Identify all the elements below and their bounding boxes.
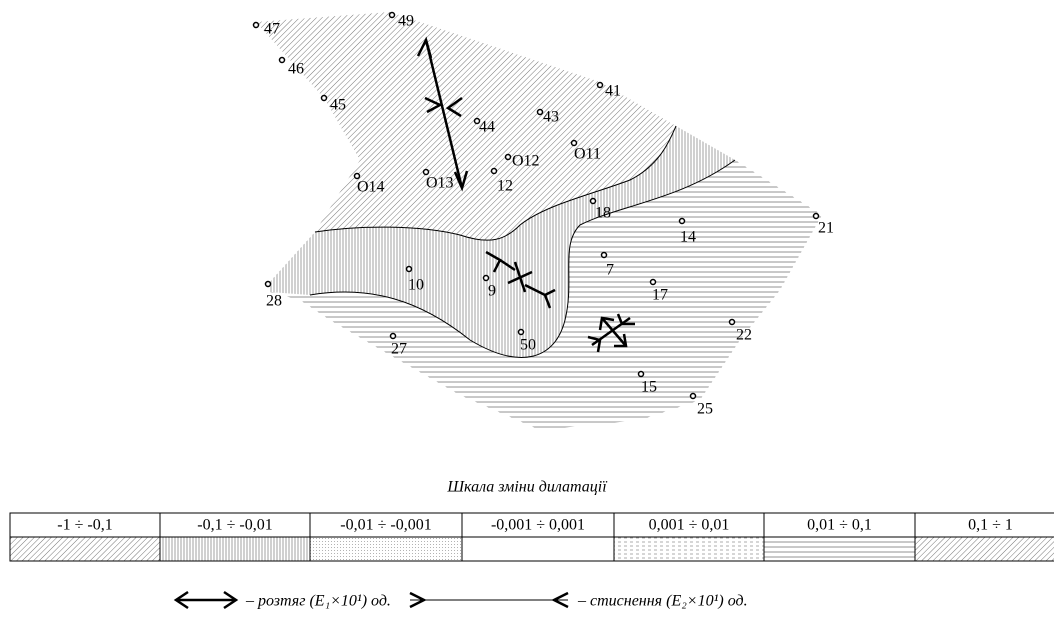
point	[405, 265, 413, 273]
point-label: 14	[680, 229, 696, 246]
scale-range: -1 ÷ -0,1	[57, 517, 112, 534]
scale-range: 0,001 ÷ 0,01	[649, 517, 730, 534]
zone-vertical	[268, 126, 735, 358]
point-label: O14	[357, 179, 385, 196]
point	[536, 108, 544, 116]
point-label: 41	[605, 83, 621, 100]
point-label: 15	[641, 379, 657, 396]
point-label: 28	[266, 293, 282, 310]
scale-range: 0,01 ÷ 0,1	[807, 517, 872, 534]
scale-range: -0,01 ÷ -0,001	[340, 517, 431, 534]
point	[482, 274, 490, 282]
point-label: 27	[391, 341, 407, 358]
point	[504, 153, 512, 161]
scale-cell	[914, 512, 1054, 538]
scale-swatch	[763, 536, 916, 562]
point-label: 45	[330, 97, 346, 114]
point-label: 50	[520, 337, 536, 354]
point-label: 43	[543, 109, 559, 126]
point-label: 9	[488, 283, 496, 300]
point	[264, 280, 272, 288]
point-label: 18	[595, 205, 611, 222]
point	[600, 251, 608, 259]
scale-swatch	[613, 536, 765, 562]
point	[473, 117, 481, 125]
point	[252, 21, 260, 29]
point	[637, 370, 645, 378]
point-label: 10	[408, 277, 424, 294]
point	[517, 328, 525, 336]
point-label: 47	[264, 21, 280, 38]
boundary	[314, 125, 677, 241]
point	[649, 278, 657, 286]
point-label: 25	[697, 401, 713, 418]
legend-symbols	[173, 590, 569, 610]
scale-cell	[159, 512, 311, 538]
point-label: 21	[818, 220, 834, 237]
zone-horizontal	[270, 160, 822, 430]
point	[320, 94, 328, 102]
point-label: 7	[606, 262, 614, 279]
scale-swatch	[461, 536, 615, 562]
scale-cell	[613, 512, 765, 538]
point-label: 46	[288, 61, 304, 78]
scale-swatch	[159, 536, 311, 562]
point	[678, 217, 686, 225]
point	[278, 56, 286, 64]
point	[422, 168, 430, 176]
point	[570, 139, 578, 147]
strain-symbols	[416, 36, 635, 353]
point	[490, 167, 498, 175]
point	[388, 11, 396, 19]
scale-swatch	[914, 536, 1054, 562]
boundary	[309, 159, 736, 358]
point-label: O11	[574, 146, 601, 163]
point-label: 22	[736, 327, 752, 344]
point	[728, 318, 736, 326]
scale-range: 0,1 ÷ 1	[968, 517, 1013, 534]
scale-swatch	[309, 536, 463, 562]
point-label: 17	[652, 287, 668, 304]
point	[812, 212, 820, 220]
point	[353, 172, 361, 180]
point-label: 12	[497, 178, 513, 195]
point	[596, 81, 604, 89]
point	[589, 197, 597, 205]
point	[389, 332, 397, 340]
legend-tension: – розтяг (E₁×10¹) од.	[245, 593, 391, 610]
point-label: 44	[479, 119, 495, 136]
scale-cell	[763, 512, 916, 538]
legend-compression: – стиснення (E₂×10¹) од.	[577, 593, 748, 610]
zone-diagonal	[256, 12, 676, 241]
scale-title: Шкала зміни дилатації	[446, 479, 608, 496]
point-label: O13	[426, 175, 454, 192]
map: 47 49 46 45 41 43 44 O12 O11 O13 O14 12 18 14 21 7 10 9 17…	[252, 11, 834, 430]
scale-range: -0,001 ÷ 0,001	[491, 517, 585, 534]
scale-range: -0,1 ÷ -0,01	[197, 517, 272, 534]
point-label: 49	[398, 13, 414, 30]
point-label: O12	[512, 153, 540, 170]
scale-cell	[461, 512, 615, 538]
scale-swatch	[9, 536, 161, 562]
point	[689, 392, 697, 400]
